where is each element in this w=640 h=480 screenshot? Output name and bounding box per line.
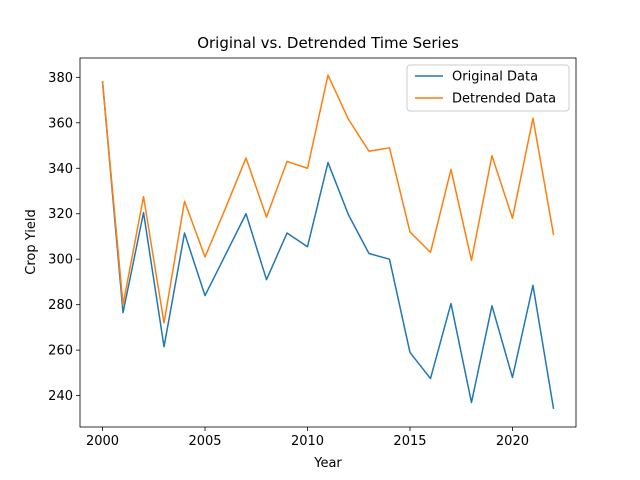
x-tick-label: 2020 <box>496 434 529 449</box>
x-tick-label: 2015 <box>393 434 426 449</box>
x-tick-label: 2000 <box>86 434 119 449</box>
y-tick-label: 320 <box>48 207 73 222</box>
y-tick-label: 280 <box>48 298 73 313</box>
legend-label-1: Detrended Data <box>452 92 556 107</box>
axes-frame <box>79 57 577 428</box>
legend-box <box>406 64 570 112</box>
x-axis-label: Year <box>313 456 342 471</box>
y-axis-label: Crop Yield <box>24 209 39 274</box>
legend-label-0: Original Data <box>452 70 538 85</box>
legend: Original Data Detrended Data <box>406 64 570 112</box>
plot-area <box>79 57 577 428</box>
chart-title: Original vs. Detrended Time Series <box>197 34 459 52</box>
y-tick-label: 340 <box>48 162 73 177</box>
y-tick-label: 240 <box>48 389 73 404</box>
x-tick-label: 2005 <box>188 434 221 449</box>
y-tick-label: 300 <box>48 253 73 268</box>
y-tick-label: 360 <box>48 116 73 131</box>
y-tick-label: 380 <box>48 71 73 86</box>
axis-ticks: 2000 2005 2010 2015 2020 240 260 280 300 320 340 36… <box>48 71 529 449</box>
y-tick-label: 260 <box>48 344 73 359</box>
x-tick-label: 2010 <box>291 434 324 449</box>
